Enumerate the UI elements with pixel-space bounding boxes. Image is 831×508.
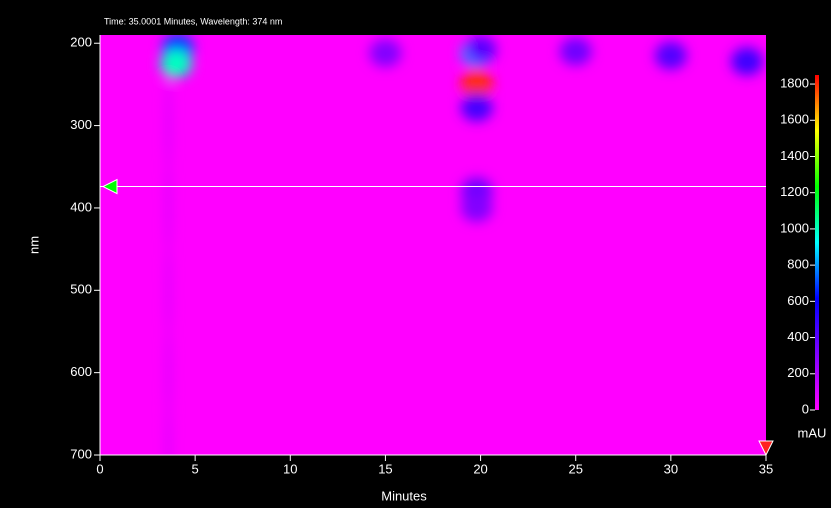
- y-tick-label: 500: [70, 282, 92, 297]
- intensity-spot: [165, 240, 172, 341]
- x-tick-label: 0: [96, 461, 103, 476]
- intensity-spot: [460, 70, 493, 99]
- colorbar-tick-label: 600: [787, 293, 809, 308]
- chart-title: Time: 35.0001 Minutes, Wavelength: 374 n…: [104, 16, 282, 26]
- x-tick-label: 15: [378, 461, 392, 476]
- colorbar-tick-label: 1600: [780, 112, 809, 127]
- colorbar-tick-label: 1200: [780, 184, 809, 199]
- intensity-spot: [165, 157, 172, 258]
- colorbar-tick-label: 1000: [780, 220, 809, 235]
- blobs: [160, 35, 763, 455]
- colorbar-label: mAU: [798, 425, 827, 440]
- x-tick-label: 30: [664, 461, 678, 476]
- wavelength-cursor-handle: [101, 178, 118, 195]
- intensity-spot: [460, 193, 493, 222]
- intensity-spot: [369, 39, 402, 68]
- intensity-spot: [165, 322, 172, 423]
- intensity-spot: [165, 75, 172, 176]
- x-tick-label: 10: [283, 461, 297, 476]
- intensity-spot: [165, 396, 172, 455]
- plot-background: [100, 35, 766, 455]
- x-tick-label: 20: [473, 461, 487, 476]
- colorbar-tick-label: 1400: [780, 148, 809, 163]
- heatmap-layer: [160, 35, 763, 455]
- x-axis-label: Minutes: [381, 488, 427, 503]
- intensity-spot: [460, 93, 493, 122]
- intensity-spot: [730, 47, 763, 76]
- colorbar: [815, 75, 819, 410]
- x-tick-label: 25: [568, 461, 582, 476]
- time-cursor-handle: [758, 440, 774, 457]
- x-tick-label: 5: [192, 461, 199, 476]
- intensity-spot: [160, 49, 193, 78]
- y-tick-label: 200: [70, 35, 92, 50]
- colorbar-tick-label: 400: [787, 329, 809, 344]
- y-tick-label: 600: [70, 364, 92, 379]
- y-tick-label: 300: [70, 117, 92, 132]
- colorbar-tick-label: 0: [802, 401, 809, 416]
- intensity-spot: [654, 41, 687, 70]
- x-tick-label: 35: [759, 461, 773, 476]
- colorbar-tick-label: 800: [787, 257, 809, 272]
- y-tick-label: 700: [70, 446, 92, 461]
- colorbar-tick-label: 200: [787, 365, 809, 380]
- intensity-spot: [464, 35, 497, 64]
- intensity-spot: [559, 37, 592, 66]
- colorbar-tick-label: 1800: [780, 75, 809, 90]
- y-axis-label: nm: [26, 236, 41, 254]
- y-tick-label: 400: [70, 199, 92, 214]
